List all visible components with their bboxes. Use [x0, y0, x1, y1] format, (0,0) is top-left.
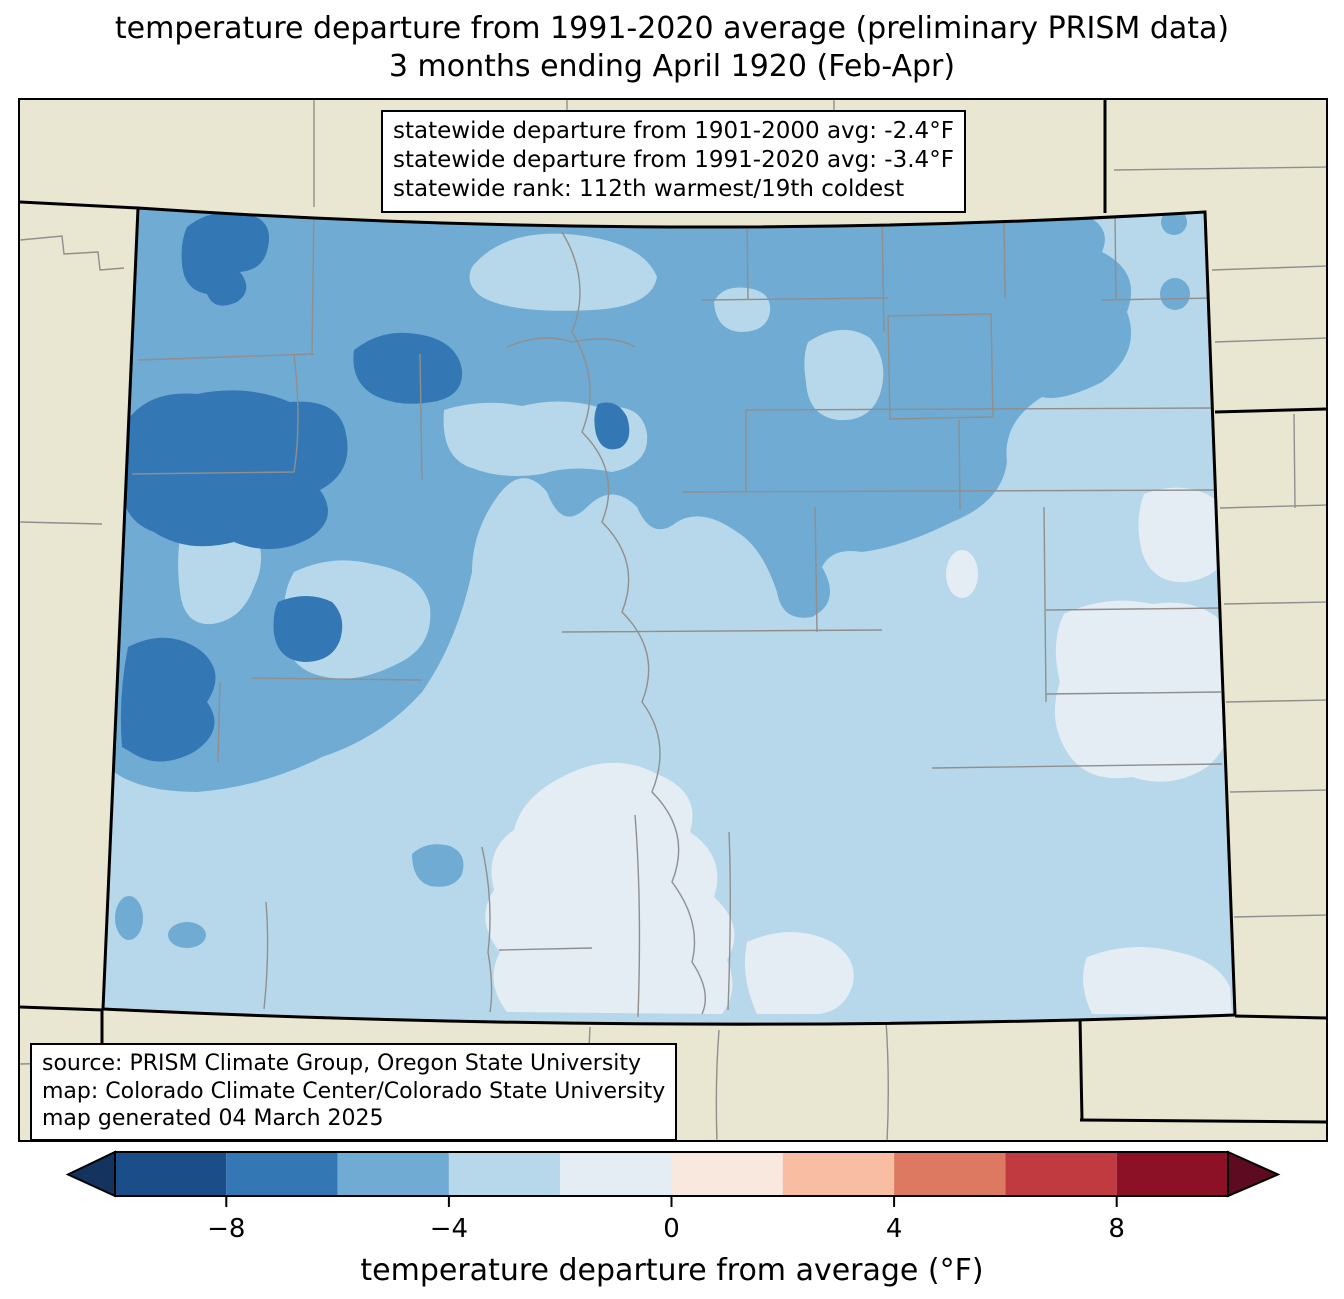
tick-label-minus8: −8	[207, 1214, 245, 1244]
fill-pale-spot	[946, 550, 978, 598]
page-title: temperature departure from 1991-2020 ave…	[0, 10, 1344, 86]
title-line-2: 3 months ending April 1920 (Feb-Apr)	[388, 49, 956, 85]
colorbar-ticks	[225, 1196, 1118, 1207]
colorbar-segment-3	[448, 1152, 561, 1196]
fill-pale-east-2	[1054, 600, 1235, 782]
stats-line-3: statewide rank: 112th warmest/19th colde…	[393, 176, 905, 203]
title-line-1: temperature departure from 1991-2020 ave…	[114, 11, 1230, 46]
fill-dark-west-mass	[120, 390, 348, 550]
source-line-2: map: Colorado Climate Center/Colorado St…	[42, 1078, 666, 1104]
tick-label-8: 8	[1108, 1214, 1125, 1244]
colorbar-under-arrow	[65, 1150, 116, 1198]
source-line-3: map generated 04 March 2025	[42, 1106, 384, 1131]
fill-pale-south-2	[744, 932, 854, 1014]
fill-dark-nw-1	[181, 212, 270, 306]
fill-med-island-4	[115, 896, 143, 940]
colorbar-segment-0	[115, 1152, 227, 1196]
colorbar-segment-5	[671, 1152, 783, 1196]
fill-med-island-5	[168, 922, 206, 948]
colorbar-segment-9	[1116, 1152, 1228, 1196]
fill-dark-gunnison	[273, 596, 343, 662]
map-frame	[18, 98, 1328, 1142]
fill-pale-southcentral	[485, 762, 735, 1014]
colorado-fill-regions	[103, 208, 1235, 1025]
neighbor-state-borders	[20, 100, 1326, 1140]
source-line-1: source: PRISM Climate Group, Oregon Stat…	[42, 1051, 642, 1076]
stats-line-1: statewide departure from 1901-2000 avg: …	[393, 118, 954, 144]
colorbar-segment-7	[894, 1152, 1006, 1196]
colorbar-segment-2	[337, 1152, 449, 1196]
fill-dark-westedge	[120, 637, 216, 762]
fill-hole-light-2	[714, 287, 771, 332]
colorbar: −8 −4 0 4 8 temperature departure from a…	[65, 1150, 1281, 1288]
tick-label-4: 4	[886, 1214, 903, 1244]
fill-hole-light-3	[804, 329, 884, 421]
fill-dark-nw-2	[353, 332, 463, 404]
colorbar-over-arrow	[1227, 1150, 1281, 1198]
stats-line-2: statewide departure from 1991-2020 avg: …	[393, 147, 954, 174]
statewide-stats-box: statewide departure from 1901-2000 avg: …	[381, 110, 966, 213]
colorbar-axis-label: temperature departure from average (°F)	[360, 1253, 983, 1288]
tick-label-minus4: −4	[430, 1214, 468, 1244]
source-box: source: PRISM Climate Group, Oregon Stat…	[30, 1043, 678, 1141]
tick-label-0: 0	[663, 1214, 680, 1244]
fill-med-island-3	[1160, 278, 1190, 310]
colorbar-segment-6	[782, 1152, 895, 1196]
colorbar-segment-8	[1005, 1152, 1117, 1196]
colorbar-segments	[115, 1152, 1228, 1196]
fill-dark-center	[594, 402, 630, 450]
fill-pale-southeast	[1083, 947, 1232, 1015]
fill-pale-east-1	[1138, 487, 1232, 583]
fill-hole-light-1	[469, 233, 657, 311]
colorado-map	[20, 100, 1326, 1140]
county-lines-inside	[131, 208, 1223, 1018]
colorado-outline	[101, 206, 1237, 1026]
colorbar-segment-1	[226, 1152, 338, 1196]
colorbar-segment-4	[560, 1152, 672, 1196]
fill-med-island-1	[412, 844, 464, 887]
